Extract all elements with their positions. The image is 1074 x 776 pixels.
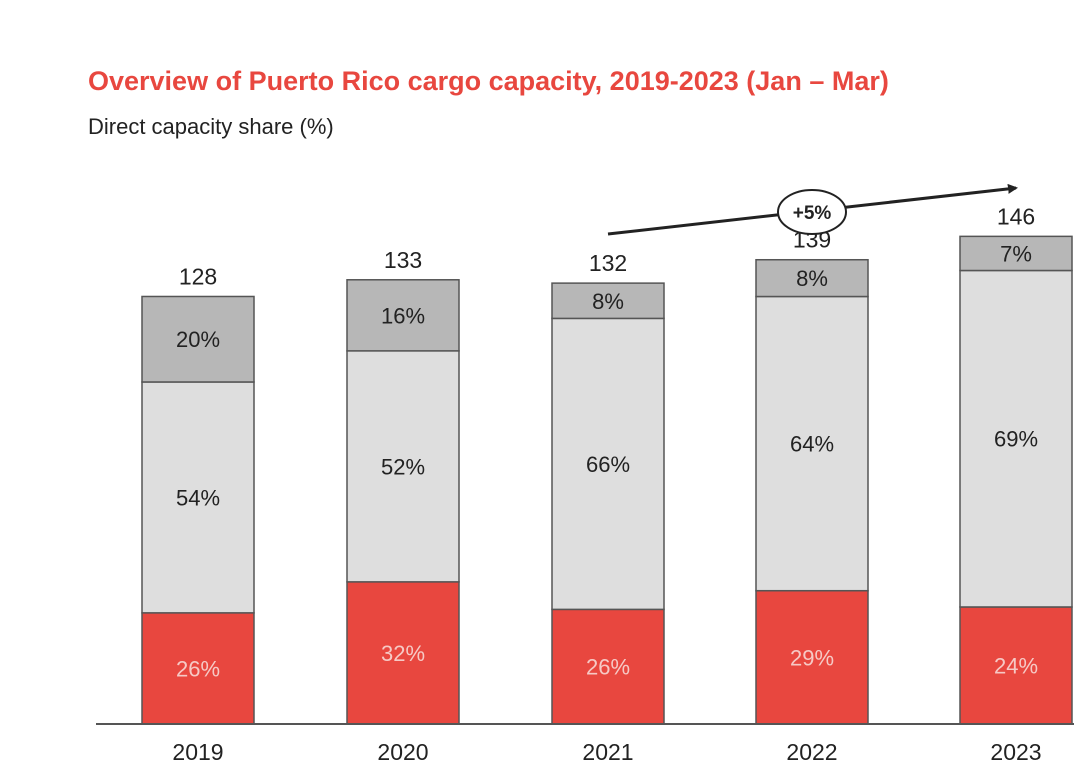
x-tick-label-2019: 2019 [172,739,223,765]
bar-segment-middle-2020 [346,350,460,583]
bar-segment-middle-2023 [959,269,1073,608]
bar-segment-top-2021 [551,282,665,320]
bar-segment-middle-2021 [551,317,665,611]
segment-label-bottom-2023: 24% [994,653,1038,678]
segment-label-bottom-2020: 32% [381,641,425,666]
bar-segment-top-2022 [755,258,869,298]
segment-label-top-2021: 8% [592,289,624,314]
total-label-2019: 128 [179,263,217,289]
bar-segment-top-2020 [346,279,460,352]
segment-label-middle-2020: 52% [381,454,425,479]
segment-label-top-2020: 16% [381,303,425,328]
segment-label-top-2023: 7% [1000,241,1032,266]
bar-segment-middle-2019 [141,381,255,614]
growth-badge [777,189,847,235]
segment-label-top-2022: 8% [796,266,828,291]
segment-label-middle-2019: 54% [176,485,220,510]
bar-segment-bottom-2022 [755,589,869,725]
bar-segment-top-2019 [141,295,255,383]
segment-label-bottom-2022: 29% [790,645,834,670]
x-tick-label-2020: 2020 [377,739,428,765]
total-label-2021: 132 [589,250,627,276]
bar-segment-middle-2022 [755,295,869,592]
bar-segment-top-2023 [959,235,1073,272]
growth-annotation: +5% [607,183,1018,236]
x-tick-label-2021: 2021 [582,739,633,765]
x-tick-label-2022: 2022 [786,739,837,765]
chart-subtitle: Direct capacity share (%) [88,114,334,139]
growth-label: +5% [793,203,832,224]
bar-segment-bottom-2023 [959,606,1073,725]
segment-label-middle-2021: 66% [586,452,630,477]
x-tick-label-2023: 2023 [990,739,1041,765]
bars-group: 26% 54% 20% 128 2019 32% 52% 16% 133 2020 26% 66% 8%… [96,203,1074,765]
segment-label-middle-2022: 64% [790,432,834,457]
segment-label-bottom-2019: 26% [176,656,220,681]
segment-label-middle-2023: 69% [994,427,1038,452]
total-label-2020: 133 [384,247,422,273]
chart-title: Overview of Puerto Rico cargo capacity, … [88,66,889,96]
bar-segment-bottom-2021 [551,608,665,725]
total-label-2023: 146 [997,203,1035,229]
segment-label-bottom-2021: 26% [586,655,630,680]
segment-label-top-2019: 20% [176,327,220,352]
